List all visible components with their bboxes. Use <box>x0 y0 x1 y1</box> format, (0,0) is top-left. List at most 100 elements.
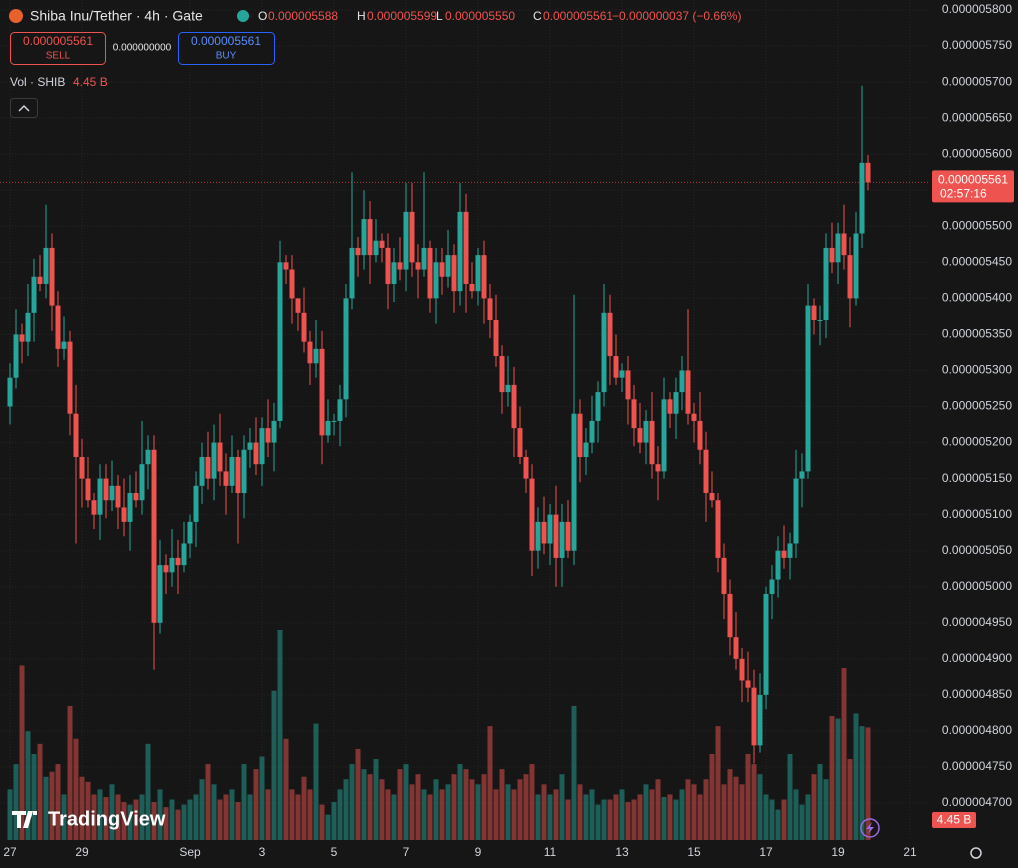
candle-body <box>25 312 31 342</box>
x-tick-label: 19 <box>831 845 845 859</box>
candle-body <box>115 485 121 508</box>
candle-body <box>751 687 757 746</box>
candle-body <box>397 262 403 270</box>
buy-button[interactable] <box>178 32 275 65</box>
candle-body <box>385 247 391 284</box>
volume-bar <box>841 667 847 840</box>
candle-body <box>847 255 853 299</box>
candle-body <box>817 320 823 322</box>
y-tick-label: 0.000005400 <box>942 291 1012 305</box>
y-tick-label: 0.000004900 <box>942 651 1012 665</box>
candle-body <box>685 370 691 414</box>
candle-body <box>631 399 637 429</box>
volume-bar <box>637 794 643 840</box>
volume-bar <box>469 779 475 840</box>
candle-body <box>463 211 469 284</box>
volume-bar <box>235 802 241 840</box>
volume-bar <box>247 794 253 840</box>
volume-bar <box>823 779 829 840</box>
candle-body <box>577 413 583 457</box>
lightning-icon[interactable] <box>866 822 874 834</box>
y-tick-label: 0.000004800 <box>942 723 1012 737</box>
buy-price[interactable]: 0.000005561 <box>191 34 261 48</box>
y-tick-label: 0.000004700 <box>942 795 1012 809</box>
volume-bar <box>97 789 103 840</box>
settings-button[interactable] <box>970 847 982 859</box>
collapse-button[interactable] <box>10 98 38 118</box>
candle-body <box>265 428 271 443</box>
overlay-layer: Shiba Inu/Tether · 4h · Gate O 0.0000055… <box>3 2 1014 859</box>
volume-bar <box>31 753 37 840</box>
volume-bar <box>337 789 343 840</box>
candle-body <box>865 162 871 183</box>
sell-label[interactable]: SELL <box>46 51 71 62</box>
candle-body <box>259 428 265 465</box>
volume-bar <box>19 665 25 840</box>
volume-layer <box>7 630 871 840</box>
volume-bar <box>553 789 559 840</box>
candle-body <box>523 456 529 479</box>
chart-title: Shiba Inu/Tether · 4h · Gate <box>30 8 203 24</box>
x-tick-label: 27 <box>3 845 17 859</box>
sell-price[interactable]: 0.000005561 <box>23 34 93 48</box>
candle-body <box>853 233 859 299</box>
volume-bar <box>817 764 823 840</box>
candle-body <box>253 442 259 465</box>
sell-button[interactable] <box>10 32 106 65</box>
volume-bar <box>667 794 673 840</box>
volume-bar <box>421 789 427 840</box>
volume-bar <box>115 794 121 840</box>
volume-bar <box>769 799 775 840</box>
volume-bar <box>295 794 301 840</box>
y-tick-label: 0.000005200 <box>942 435 1012 449</box>
candle-body <box>811 305 817 321</box>
candle-body <box>229 456 235 486</box>
candle-body <box>787 543 793 558</box>
x-tick-label: 9 <box>475 845 482 859</box>
candle-body <box>691 413 697 421</box>
volume-bar <box>541 784 547 840</box>
candle-body <box>781 550 787 558</box>
volume-tag <box>932 812 976 828</box>
candle-body <box>85 478 91 501</box>
candle-body <box>595 392 601 421</box>
volume-bar <box>433 779 439 840</box>
y-tick-label: 0.000004750 <box>942 759 1012 773</box>
volume-bar <box>181 804 187 840</box>
candle-body <box>643 420 649 443</box>
volume-bar <box>379 779 385 840</box>
buy-label[interactable]: BUY <box>216 51 237 62</box>
volume-bar <box>607 799 613 840</box>
candle-body <box>505 384 511 393</box>
candle-body <box>589 420 595 443</box>
y-tick-label: 0.000005300 <box>942 363 1012 377</box>
volume-bar <box>7 789 13 840</box>
candle-body <box>793 478 799 544</box>
collapse-icon[interactable] <box>18 104 30 112</box>
volume-bar <box>463 769 469 840</box>
legend-value: 0.000005599 <box>367 9 437 23</box>
volume-bar <box>643 784 649 840</box>
lightning-button[interactable] <box>860 818 880 838</box>
volume-bar <box>751 764 757 840</box>
volume-bar <box>631 799 637 840</box>
volume-bar <box>757 774 763 840</box>
volume-bar <box>427 794 433 840</box>
volume-bar <box>169 799 175 840</box>
candle-body <box>43 247 49 284</box>
candle-body <box>481 255 487 299</box>
volume-bar <box>85 781 91 840</box>
candle-body <box>67 341 73 414</box>
candle-body <box>37 276 43 284</box>
candle-body <box>277 262 283 421</box>
y-tick-label: 0.000005000 <box>942 579 1012 593</box>
candle-body <box>343 298 349 400</box>
volume-bar <box>313 723 319 840</box>
x-tick-label: 17 <box>759 845 773 859</box>
volume-bar <box>529 764 535 840</box>
volume-bar <box>49 771 55 840</box>
legend-key: L <box>436 9 443 23</box>
candle-body <box>91 500 97 515</box>
candle-body <box>367 219 373 256</box>
